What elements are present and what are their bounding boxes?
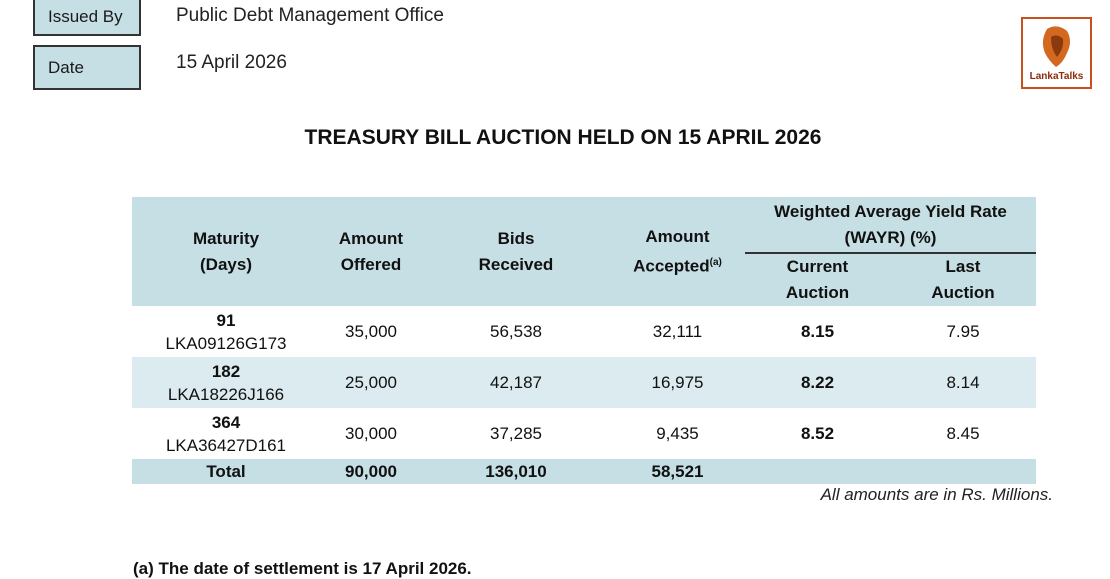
col-header: Amount Accepted(a): [610, 197, 745, 306]
cell: 136,010: [422, 459, 610, 484]
cell: 58,521: [610, 459, 745, 484]
cell: 56,538: [490, 322, 542, 341]
total-row: Total 90,000 136,010 58,521: [132, 459, 1037, 484]
cell: 35,000: [345, 322, 397, 341]
issuer: Public Debt Management Office: [176, 5, 444, 26]
cell: [890, 459, 1037, 484]
cell: 25,000: [320, 357, 422, 408]
col-header: Current Auction: [745, 253, 890, 306]
isin: LKA09126G173: [165, 333, 287, 353]
maturity: 364: [211, 412, 241, 432]
row: 182 LKA18226J166 25,000 42,187 16,975 8.2…: [132, 357, 1037, 408]
cell: 8.45: [946, 424, 980, 443]
cell: 8.22: [745, 357, 890, 408]
maturity-cell: 91 LKA09126G173: [132, 306, 320, 357]
cell: 42,187: [422, 357, 610, 408]
cell: 8.15: [800, 322, 835, 341]
col-header-text: Amount Accepted: [633, 226, 710, 276]
maturity-cell: 182 LKA18226J166: [132, 357, 320, 408]
units-note: All amounts are in Rs. Millions.: [820, 485, 1053, 504]
cell: 8.14: [890, 357, 1037, 408]
isin: LKA18226J166: [167, 384, 285, 404]
cell: Total: [132, 459, 320, 484]
date-label: Date: [33, 45, 141, 90]
cell: 37,285: [490, 424, 542, 443]
maturity: 182: [211, 361, 241, 381]
row: 91 LKA09126G173 35,000 56,538 32,111 8.15…: [132, 306, 1036, 357]
cell: [745, 459, 890, 484]
maturity: 91: [216, 310, 236, 330]
maturity-cell: 364 LKA36427D161: [132, 408, 320, 459]
col-header: Maturity (Days): [132, 197, 320, 306]
cell: 90,000: [320, 459, 422, 484]
row: 364 LKA36427D161 30,000 37,285 9,435 8.52…: [132, 408, 1036, 459]
date: 15 April 2026: [176, 52, 287, 73]
cell: 7.95: [946, 322, 980, 341]
note-marker: (a): [709, 256, 722, 268]
cell: 16,975: [610, 357, 745, 408]
cell: 8.52: [800, 424, 835, 443]
logo: LankaTalks: [1021, 17, 1092, 89]
logo-text: LankaTalks: [1029, 71, 1084, 82]
issued-by-label: Issued By: [33, 0, 141, 36]
footnote: (a) The date of settlement is 17 April 2…: [133, 559, 472, 578]
title: TREASURY BILL AUCTION HELD ON 15 APRIL 2…: [304, 126, 822, 149]
auction-table: Maturity (Days) Amount Offered Bids Rece…: [132, 197, 1037, 484]
col-header: Last Auction: [890, 253, 1037, 306]
col-header: Bids Received: [422, 197, 610, 306]
logo-icon: [1042, 26, 1070, 67]
cell: 32,111: [652, 322, 703, 341]
wayr-header: Weighted Average Yield Rate (WAYR) (%): [745, 197, 1037, 254]
cell: 9,435: [656, 424, 699, 443]
col-header: Amount Offered: [320, 197, 422, 306]
isin: LKA36427D161: [165, 435, 287, 455]
cell: 30,000: [345, 424, 397, 443]
